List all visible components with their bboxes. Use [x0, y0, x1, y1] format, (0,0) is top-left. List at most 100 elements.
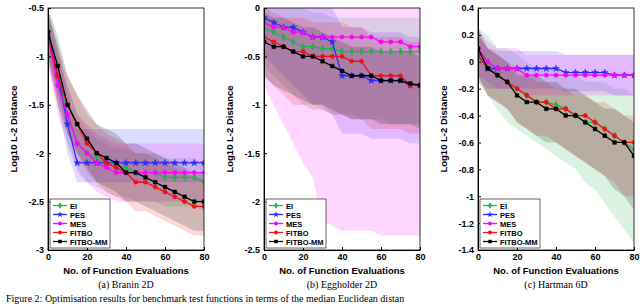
series-line	[478, 48, 634, 75]
y-axis: -1.4-1.2-1-0.8-0.6-0.4-0.200.20.4	[458, 3, 481, 255]
y-tick: -0.2	[458, 84, 481, 94]
marker	[603, 134, 607, 138]
tick-mark	[264, 105, 267, 106]
legend-marker	[488, 222, 492, 226]
tick-mark	[381, 247, 382, 250]
legend-marker	[487, 211, 493, 217]
y-axis: -2.5-2-1.5-1-0.50	[244, 3, 267, 255]
y-tick: -1.5	[244, 149, 267, 159]
tick-mark	[478, 196, 481, 197]
legend-marker	[58, 231, 62, 235]
marker	[593, 127, 597, 131]
marker	[544, 100, 548, 104]
tick-label: 0	[46, 252, 51, 262]
axis-line	[48, 9, 49, 251]
marker	[408, 82, 412, 86]
marker	[272, 29, 276, 36]
legend-label: EI	[286, 202, 293, 211]
marker	[583, 119, 587, 126]
legend-label: MES	[286, 220, 302, 229]
tick-label: 0.4	[461, 3, 474, 13]
x-tick: 80	[199, 247, 209, 262]
marker	[486, 60, 490, 64]
legend-label: FITBO	[500, 229, 523, 238]
marker	[281, 25, 285, 29]
marker	[593, 120, 597, 124]
panel-title: (c) Hartman 6D	[524, 279, 587, 291]
legend-marker	[488, 231, 492, 235]
marker	[114, 161, 118, 165]
marker	[124, 170, 128, 174]
x-tick: 40	[551, 247, 561, 262]
marker	[573, 73, 577, 77]
marker	[191, 159, 198, 165]
series-line	[264, 23, 420, 47]
series-line	[48, 32, 204, 201]
marker	[56, 64, 60, 68]
x-tick: 60	[376, 247, 386, 262]
marker	[301, 49, 305, 53]
marker	[399, 79, 403, 83]
tick-mark	[264, 153, 267, 154]
marker	[143, 169, 147, 176]
x-axis-title: No. of Function Evaluations	[279, 265, 405, 276]
marker	[613, 141, 617, 145]
y-tick: 0	[469, 57, 481, 67]
x-axis: 020406080	[262, 247, 426, 262]
legend-marker	[273, 211, 279, 217]
marker	[505, 80, 509, 84]
marker	[290, 24, 297, 30]
marker	[66, 103, 70, 107]
y-tick: -2	[252, 197, 267, 207]
tick-label: -1	[466, 192, 474, 202]
marker	[95, 151, 99, 155]
legend-box	[480, 199, 540, 248]
marker	[379, 40, 383, 44]
marker	[65, 103, 69, 107]
tick-mark	[478, 62, 481, 63]
band	[264, 8, 420, 235]
tick-label: -0.6	[458, 138, 474, 148]
marker	[142, 159, 149, 165]
tick-label: 20	[82, 252, 92, 262]
marker	[369, 35, 373, 39]
marker	[515, 66, 519, 70]
band	[48, 8, 204, 231]
tick-label: 80	[415, 252, 425, 262]
plot-area	[264, 8, 420, 235]
legend-label: EI	[500, 202, 507, 211]
tick-label: 0	[262, 252, 267, 262]
marker	[320, 35, 324, 39]
marker	[350, 74, 354, 78]
axis-line	[265, 250, 421, 251]
marker	[505, 80, 509, 84]
marker	[291, 49, 295, 53]
marker	[554, 107, 558, 111]
tick-mark	[478, 116, 481, 117]
legend-label: FITBO-MM	[70, 238, 108, 247]
series-line	[478, 48, 634, 149]
series-line	[478, 48, 634, 156]
plot-area	[478, 28, 634, 243]
plot-area	[48, 8, 204, 235]
marker	[330, 35, 334, 39]
y-tick: -0.5	[28, 3, 51, 13]
marker	[369, 74, 373, 78]
marker	[554, 107, 558, 111]
marker	[281, 45, 285, 49]
marker	[321, 59, 325, 63]
marker	[114, 170, 118, 174]
legend-marker	[58, 222, 62, 226]
x-tick: 20	[298, 247, 308, 262]
tick-label: -2.5	[244, 245, 260, 255]
tick-mark	[478, 35, 481, 36]
marker	[525, 100, 529, 104]
tick-mark	[556, 247, 557, 250]
marker	[291, 50, 295, 54]
x-axis-title: No. of Function Evaluations	[63, 265, 189, 276]
marker	[525, 93, 529, 97]
marker	[171, 159, 178, 165]
marker	[311, 43, 315, 50]
band	[264, 8, 420, 134]
tick-label: -1	[36, 52, 44, 62]
